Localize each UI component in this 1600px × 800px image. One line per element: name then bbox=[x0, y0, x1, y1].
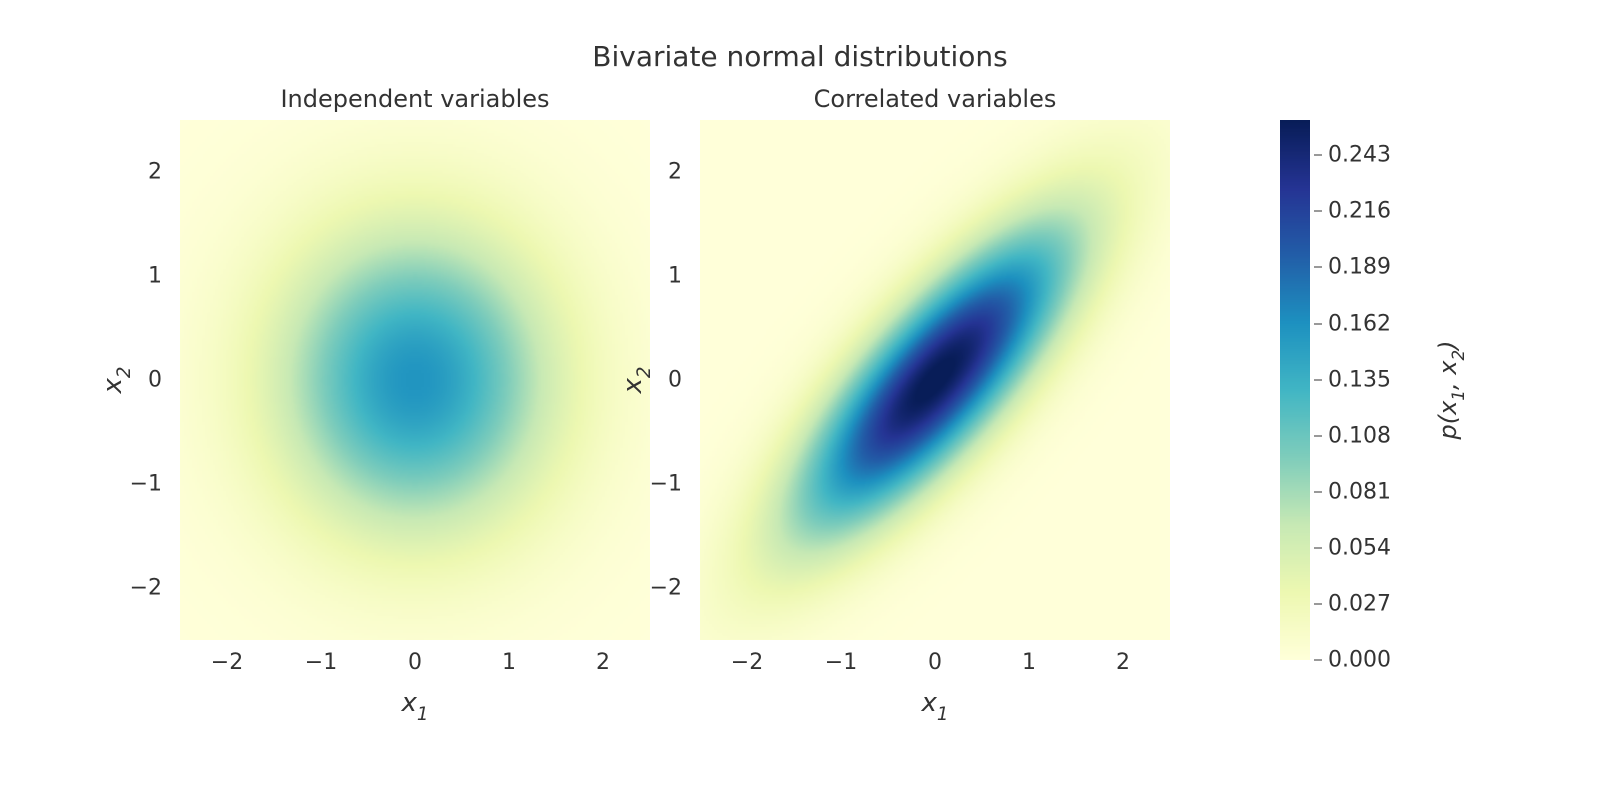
xtick-label: 2 bbox=[596, 650, 610, 675]
colorbar-label: p(x1, x2) bbox=[1434, 340, 1466, 439]
colorbar-tick: 0.000 bbox=[1314, 648, 1391, 673]
xtick-label: 1 bbox=[502, 650, 516, 675]
xtick-label: −2 bbox=[731, 650, 763, 675]
colorbar-tick: 0.189 bbox=[1314, 255, 1391, 280]
xtick-label: 0 bbox=[928, 650, 942, 675]
figure: Bivariate normal distributions Independe… bbox=[0, 0, 1600, 800]
colorbar-tick-label: 0.135 bbox=[1328, 367, 1391, 392]
colorbar-tick: 0.054 bbox=[1314, 535, 1391, 560]
colorbar-tick-label: 0.243 bbox=[1328, 143, 1391, 168]
ylabel-left: x2 bbox=[98, 367, 132, 394]
heatmap-left bbox=[180, 120, 650, 640]
colorbar-tick: 0.162 bbox=[1314, 311, 1391, 336]
xtick-label: 1 bbox=[1022, 650, 1036, 675]
colorbar-tick-label: 0.108 bbox=[1328, 423, 1391, 448]
figure-suptitle: Bivariate normal distributions bbox=[0, 40, 1600, 73]
xtick-label: −1 bbox=[825, 650, 857, 675]
colorbar-tick-label: 0.189 bbox=[1328, 255, 1391, 280]
heatmap-right bbox=[700, 120, 1170, 640]
colorbar-gradient bbox=[1280, 120, 1310, 660]
colorbar-tick: 0.243 bbox=[1314, 143, 1391, 168]
ylabel-right: x2 bbox=[618, 367, 652, 394]
colorbar-tick-label: 0.000 bbox=[1328, 648, 1391, 673]
colorbar-tick-label: 0.027 bbox=[1328, 591, 1391, 616]
axes-right bbox=[700, 120, 1170, 640]
xlabel-right: x1 bbox=[922, 688, 949, 722]
axes-left bbox=[180, 120, 650, 640]
xtick-label: −1 bbox=[305, 650, 337, 675]
xtick-label: −2 bbox=[211, 650, 243, 675]
subplot-correlated: Correlated variables x1 x2 −2−1012−2−101… bbox=[700, 120, 1170, 760]
colorbar-tick: 0.081 bbox=[1314, 479, 1391, 504]
colorbar-tick: 0.135 bbox=[1314, 367, 1391, 392]
xlabel-left: x1 bbox=[402, 688, 429, 722]
colorbar-tick-label: 0.216 bbox=[1328, 199, 1391, 224]
subplot-title-left: Independent variables bbox=[180, 85, 650, 113]
colorbar-tick-label: 0.054 bbox=[1328, 535, 1391, 560]
colorbar-tick: 0.027 bbox=[1314, 591, 1391, 616]
xtick-label: 0 bbox=[408, 650, 422, 675]
colorbar bbox=[1280, 120, 1310, 660]
colorbar-tick-label: 0.162 bbox=[1328, 311, 1391, 336]
subplot-independent: Independent variables x1 x2 −2−1012−2−10… bbox=[180, 120, 650, 760]
colorbar-tick: 0.216 bbox=[1314, 199, 1391, 224]
colorbar-tick: 0.108 bbox=[1314, 423, 1391, 448]
xtick-label: 2 bbox=[1116, 650, 1130, 675]
subplot-title-right: Correlated variables bbox=[700, 85, 1170, 113]
colorbar-tick-label: 0.081 bbox=[1328, 479, 1391, 504]
